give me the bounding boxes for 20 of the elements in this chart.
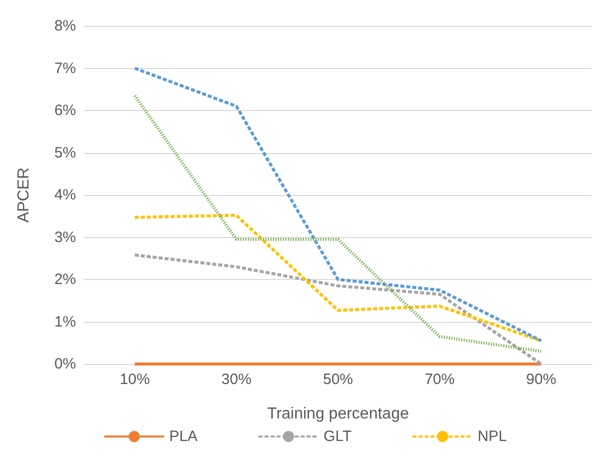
y-axis-title: APCER xyxy=(16,167,32,223)
y-tick-label: 0% xyxy=(54,356,76,372)
y-tick-label: 2% xyxy=(54,271,76,288)
legend-label: NPL xyxy=(478,428,507,445)
x-axis-title: Training percentage xyxy=(267,406,409,422)
y-tick-label: 6% xyxy=(54,102,76,119)
y-tick-label: 7% xyxy=(54,60,76,77)
y-tick-label: 1% xyxy=(54,313,76,330)
legend-label: GLT xyxy=(324,428,352,445)
x-tick-label: 10% xyxy=(120,371,150,388)
line-series xyxy=(133,253,543,366)
x-tick-label: 30% xyxy=(221,371,252,388)
x-tick-label: 50% xyxy=(322,371,354,388)
x-tick-label: 90% xyxy=(526,371,556,388)
y-tick-label: 5% xyxy=(54,144,76,162)
y-tick-label: 8% xyxy=(54,18,76,34)
legend-label: PLA xyxy=(169,428,198,445)
x-tick-label: 70% xyxy=(424,371,455,388)
y-tick-label: 3% xyxy=(54,228,76,246)
y-tick-label: 4% xyxy=(54,186,76,204)
